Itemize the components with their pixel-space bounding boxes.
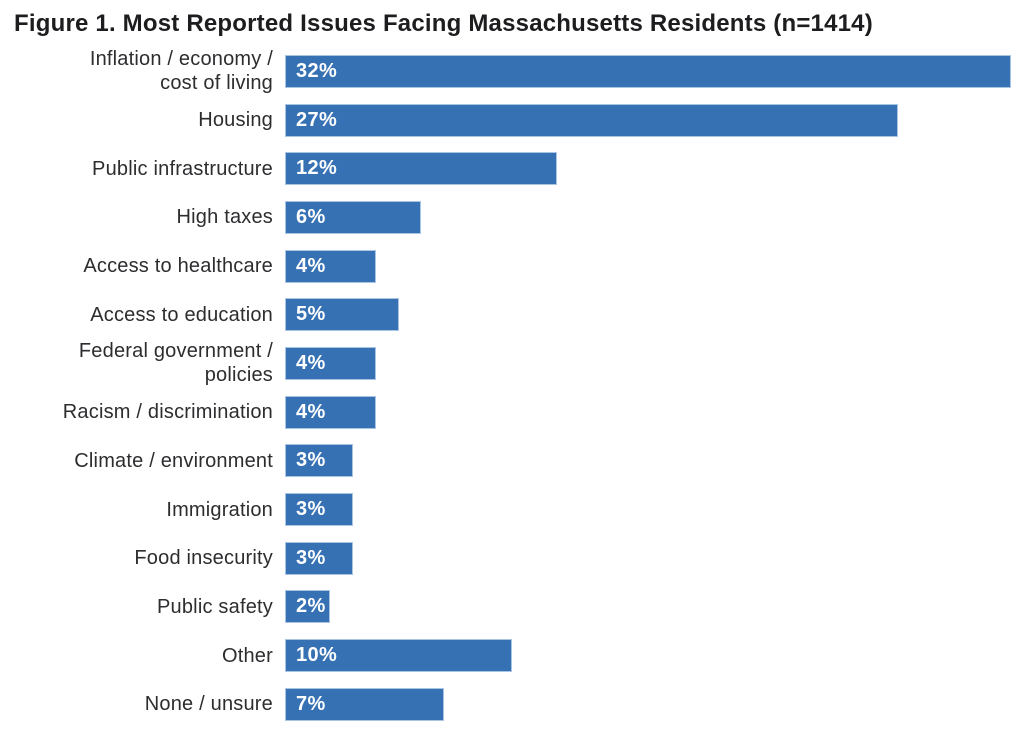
bar-area: 10%: [285, 639, 1024, 673]
bar-area: 5%: [285, 298, 1024, 332]
value-label: 10%: [296, 644, 338, 667]
chart-row: Food insecurity 3%: [0, 534, 1024, 583]
bar: 2%: [285, 590, 330, 624]
category-label: Access to education: [90, 303, 273, 326]
value-label: 5%: [296, 303, 326, 326]
bar: 3%: [285, 541, 353, 575]
category-label: Public safety: [157, 595, 273, 618]
chart-row: Other 10%: [0, 631, 1024, 680]
bar-area: 4%: [285, 395, 1024, 429]
bar-area: 12%: [285, 152, 1024, 186]
chart-row: Racism / discrimination 4%: [0, 388, 1024, 437]
bar: 4%: [285, 395, 376, 429]
value-label: 12%: [296, 157, 338, 180]
bar: 10%: [285, 639, 512, 673]
chart-row: High taxes 6%: [0, 193, 1024, 242]
category-label: Federal government / policies: [78, 340, 273, 387]
bar: 6%: [285, 200, 421, 234]
category-label: Public infrastructure: [92, 157, 273, 180]
value-label: 6%: [296, 205, 326, 228]
category-label: None / unsure: [144, 693, 273, 716]
category-label: Access to healthcare: [83, 255, 273, 278]
chart-row: Federal government / policies 4%: [0, 339, 1024, 388]
bar: 32%: [285, 54, 1011, 88]
chart-row: Public safety 2%: [0, 583, 1024, 632]
value-label: 27%: [296, 108, 338, 131]
category-label: Food insecurity: [134, 547, 273, 570]
bar: 3%: [285, 493, 353, 527]
category-label: Climate / environment: [74, 449, 273, 472]
value-label: 4%: [296, 400, 326, 423]
category-label: High taxes: [176, 206, 273, 229]
value-label: 4%: [296, 254, 326, 277]
category-label: Inflation / economy / cost of living: [89, 48, 273, 95]
bar: 5%: [285, 298, 399, 332]
chart-row: Access to education 5%: [0, 290, 1024, 339]
bar-area: 3%: [285, 541, 1024, 575]
value-label: 7%: [296, 692, 326, 715]
chart-row: Housing 27%: [0, 96, 1024, 145]
value-label: 4%: [296, 351, 326, 374]
bar-area: 27%: [285, 103, 1024, 137]
bar: 12%: [285, 152, 557, 186]
bar-area: 7%: [285, 687, 1024, 721]
bar-chart: Inflation / economy / cost of living 32%…: [0, 47, 1024, 729]
chart-row: Inflation / economy / cost of living 32%: [0, 47, 1024, 96]
bar-area: 2%: [285, 590, 1024, 624]
value-label: 3%: [296, 449, 326, 472]
bar-area: 3%: [285, 493, 1024, 527]
bar: 3%: [285, 444, 353, 478]
bar-area: 4%: [285, 249, 1024, 283]
chart-row: Public infrastructure 12%: [0, 144, 1024, 193]
chart-row: None / unsure 7%: [0, 680, 1024, 729]
bar-area: 6%: [285, 200, 1024, 234]
value-label: 2%: [296, 595, 326, 618]
value-label: 32%: [296, 59, 338, 82]
value-label: 3%: [296, 546, 326, 569]
bar: 4%: [285, 249, 376, 283]
chart-row: Immigration 3%: [0, 485, 1024, 534]
category-label: Housing: [198, 109, 273, 132]
value-label: 3%: [296, 498, 326, 521]
bar-area: 32%: [285, 54, 1024, 88]
bar: 27%: [285, 103, 898, 137]
category-label: Other: [221, 644, 273, 667]
bar-area: 3%: [285, 444, 1024, 478]
chart-row: Climate / environment 3%: [0, 437, 1024, 486]
bar-area: 4%: [285, 346, 1024, 380]
figure-title: Figure 1. Most Reported Issues Facing Ma…: [14, 10, 873, 37]
bar: 7%: [285, 687, 444, 721]
category-label: Immigration: [166, 498, 273, 521]
bar: 4%: [285, 346, 376, 380]
category-label: Racism / discrimination: [62, 401, 273, 424]
chart-row: Access to healthcare 4%: [0, 242, 1024, 291]
